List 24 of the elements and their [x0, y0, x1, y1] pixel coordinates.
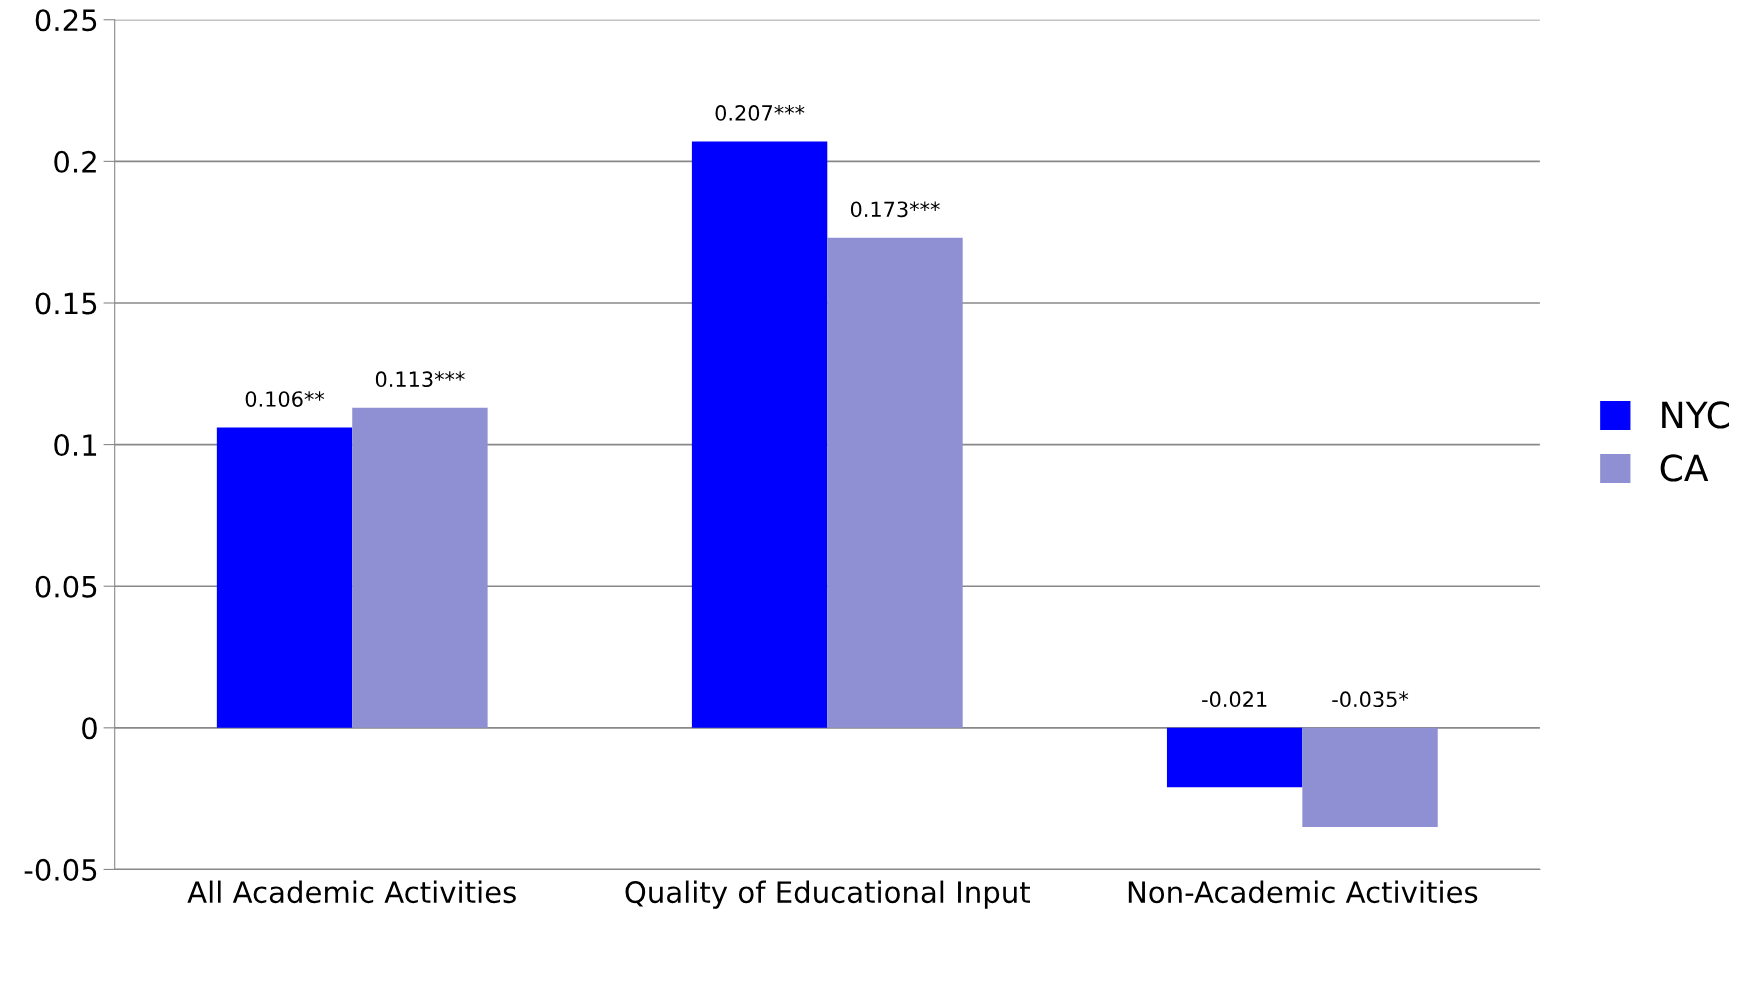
x-tick-label: Non-Academic Activities: [1128, 880, 1478, 904]
data-label: 0.106**: [245, 391, 325, 407]
bar: [216, 427, 353, 728]
y-tick-label: 0.1: [54, 434, 97, 457]
bar: [827, 237, 963, 728]
data-label: 0.207***: [715, 105, 805, 121]
legend-label: NYC: [1662, 401, 1729, 429]
data-label: 0.173***: [850, 201, 940, 218]
data-label: -0.021: [1202, 691, 1267, 708]
x-tick-label: Quality of Educational Input: [625, 880, 1031, 909]
y-tick-label: 0.05: [35, 575, 97, 598]
bar: [352, 407, 488, 728]
y-tick-label: 0.15: [35, 292, 97, 315]
y-tick-label: -0.05: [24, 858, 97, 881]
y-tick-label: 0.2: [54, 150, 96, 173]
data-label: -0.035*: [1332, 691, 1409, 708]
y-tick-label: 0.25: [35, 9, 97, 32]
y-tick-label: 0: [82, 717, 97, 740]
bar: [1166, 727, 1303, 788]
bar: [691, 141, 828, 728]
data-label: 0.113***: [375, 371, 465, 388]
legend-label: CA: [1660, 454, 1709, 482]
x-tick-label: All Academic Activities: [187, 880, 516, 904]
bar: [1302, 727, 1438, 827]
